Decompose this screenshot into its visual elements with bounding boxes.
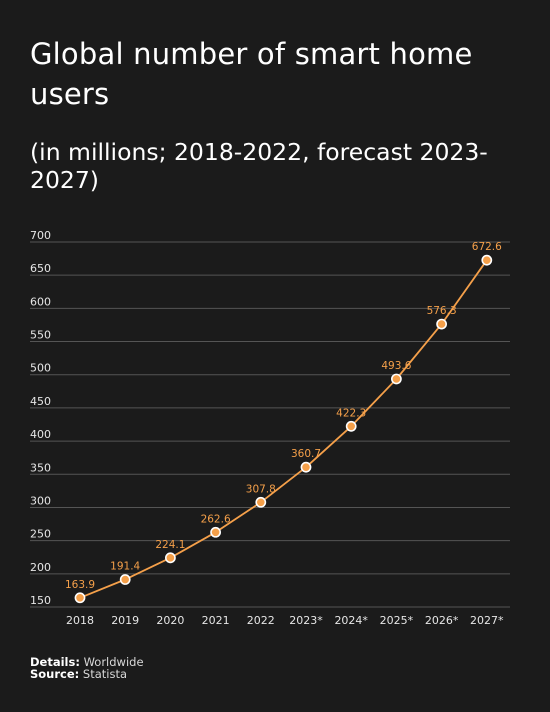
x-tick-label: 2026* (425, 614, 459, 627)
source-value: Statista (82, 667, 128, 681)
x-tick-label: 2023* (289, 614, 323, 627)
y-tick-label: 550 (30, 329, 51, 342)
data-point (481, 254, 493, 266)
data-point (345, 420, 357, 432)
details-line: Details: Worldwide (30, 656, 144, 668)
y-tick-label: 150 (30, 594, 51, 607)
x-tick-label: 2024* (334, 614, 368, 627)
x-tick-label: 2018 (66, 614, 94, 627)
x-tick-label: 2025* (380, 614, 414, 627)
y-tick-label: 300 (30, 494, 51, 507)
data-point (119, 574, 131, 585)
data-label: 576.3 (427, 305, 457, 317)
data-label: 422.3 (336, 407, 366, 419)
data-label: 191.4 (110, 561, 140, 573)
x-tick-label: 2022 (247, 614, 275, 627)
chart-title: Global number of smart home users (30, 37, 473, 111)
y-tick-label: 200 (30, 561, 51, 574)
data-point (390, 373, 402, 385)
x-tick-label: 2027* (470, 614, 504, 627)
data-label: 493.6 (381, 360, 411, 372)
data-label: 224.1 (155, 539, 185, 551)
y-tick-label: 500 (30, 362, 51, 375)
chart-subtitle: (in millions; 2018-2022, forecast 2023-2… (30, 138, 488, 194)
y-tick-label: 450 (30, 395, 51, 408)
data-point (300, 461, 312, 473)
y-tick-label: 250 (30, 528, 51, 541)
y-tick-label: 650 (30, 262, 51, 275)
data-label: 307.8 (246, 483, 276, 495)
data-label: 672.6 (472, 241, 502, 253)
x-tick-label: 2021 (202, 614, 230, 627)
y-tick-label: 350 (30, 461, 51, 474)
x-tick-label: 2020 (156, 614, 184, 627)
chart-footer: Details: Worldwide Source: Statista (30, 656, 144, 680)
source-label: Source: (30, 667, 80, 681)
data-label: 262.6 (201, 513, 231, 525)
data-label: 163.9 (65, 579, 95, 591)
x-tick-label: 2019 (111, 614, 139, 627)
data-point (164, 552, 176, 564)
data-label: 360.7 (291, 448, 321, 460)
source-line: Source: Statista (30, 668, 144, 680)
data-point (436, 318, 447, 330)
y-tick-label: 700 (30, 229, 51, 242)
details-value: Worldwide (83, 655, 144, 669)
series-line (79, 259, 488, 599)
details-label: Details: (30, 655, 80, 669)
y-tick-label: 400 (30, 428, 51, 441)
data-point (74, 592, 86, 604)
y-tick-label: 600 (30, 295, 51, 308)
data-point (210, 526, 221, 538)
data-point (255, 496, 267, 508)
